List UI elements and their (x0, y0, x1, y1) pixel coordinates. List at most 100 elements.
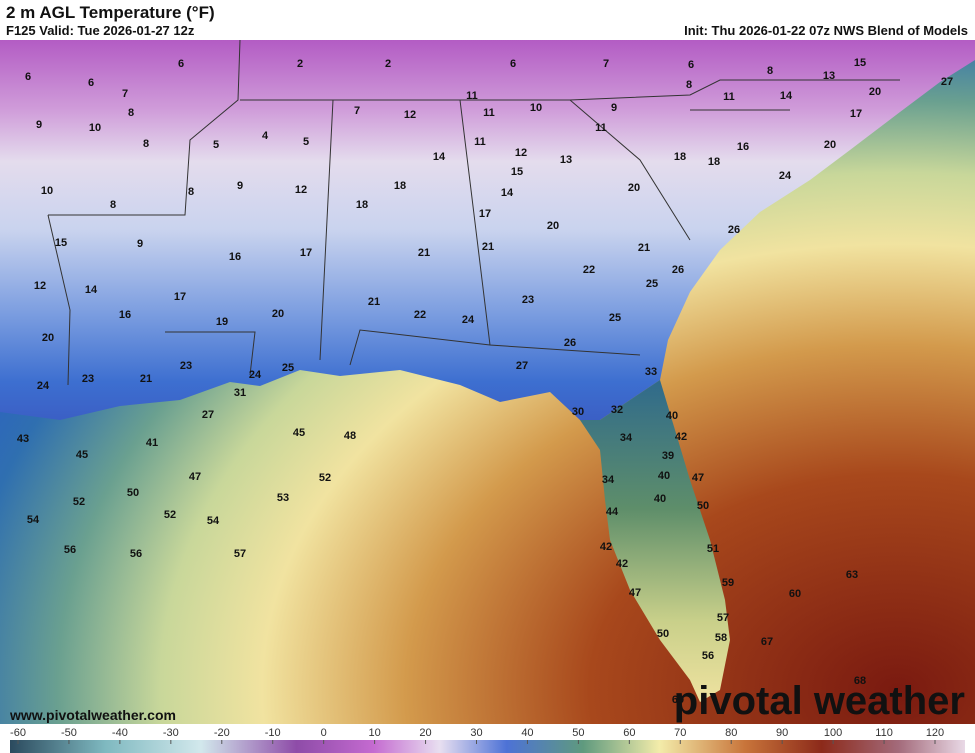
temperature-label: 14 (433, 151, 446, 163)
colorbar-tick-label: 80 (725, 727, 737, 739)
temperature-label: 21 (418, 247, 430, 259)
temperature-label: 12 (34, 280, 46, 292)
temperature-label: 8 (188, 186, 194, 198)
temperature-label: 16 (229, 251, 241, 263)
temperature-label: 25 (646, 278, 658, 290)
temperature-label: 6 (688, 59, 694, 71)
temperature-label: 48 (344, 430, 356, 442)
colorbar-tick-label: 20 (419, 727, 431, 739)
colorbar-tick-label: 60 (623, 727, 635, 739)
temperature-label: 50 (657, 628, 669, 640)
florida-peninsula (580, 380, 730, 702)
temperature-label: 30 (572, 406, 584, 418)
temperature-label: 19 (216, 316, 228, 328)
temperature-label: 6 (88, 77, 94, 89)
temperature-label: 45 (76, 449, 88, 461)
temperature-label: 8 (767, 65, 773, 77)
temperature-label: 24 (249, 369, 262, 381)
temperature-label: 56 (702, 650, 714, 662)
colorbar-tick-label: -60 (10, 727, 26, 739)
temperature-label: 18 (394, 180, 406, 192)
temperature-label: 68 (854, 675, 866, 687)
temperature-label: 39 (662, 450, 674, 462)
temperature-label: 5 (303, 136, 309, 148)
temperature-label: 23 (82, 373, 94, 385)
temperature-label: 20 (547, 220, 559, 232)
temperature-label: 22 (414, 309, 426, 321)
temperature-label: 13 (823, 70, 835, 82)
temperature-label: 8 (686, 79, 692, 91)
temperature-label: 13 (560, 154, 572, 166)
temperature-label: 15 (55, 237, 67, 249)
colorbar-tick-label: -20 (214, 727, 230, 739)
temperature-label: 26 (564, 337, 576, 349)
temperature-label: 54 (27, 514, 40, 526)
temperature-label: 34 (602, 474, 615, 486)
temperature-label: 6 (510, 58, 516, 70)
temperature-label: 40 (654, 493, 666, 505)
temperature-label: 8 (110, 199, 116, 211)
temperature-label: 47 (629, 587, 641, 599)
temperature-label: 25 (282, 362, 294, 374)
temperature-label: 31 (234, 387, 246, 399)
colorbar-tick-label: 30 (470, 727, 482, 739)
temperature-label: 15 (854, 57, 866, 69)
temperature-label: 23 (180, 360, 192, 372)
temperature-label: 20 (272, 308, 284, 320)
temperature-label: 57 (234, 548, 246, 560)
temperature-label: 52 (164, 509, 176, 521)
website: www.pivotalweather.com (9, 707, 176, 723)
temperature-label: 27 (202, 409, 214, 421)
temperature-label: 12 (515, 147, 527, 159)
colorbar-tick-label: 120 (926, 727, 944, 739)
temperature-label: 42 (675, 431, 687, 443)
temperature-label: 26 (672, 264, 684, 276)
temperature-label: 40 (658, 470, 670, 482)
temperature-label: 18 (674, 151, 686, 163)
temperature-label: 9 (137, 238, 143, 250)
temperature-label: 14 (85, 284, 98, 296)
temperature-label: 24 (779, 170, 792, 182)
colorbar-tick-label: 50 (572, 727, 584, 739)
colorbar-tick-label: -30 (163, 727, 179, 739)
colorbar-tick-label: 110 (875, 727, 893, 739)
temperature-label: 34 (620, 432, 633, 444)
temperature-label: 40 (666, 410, 678, 422)
temperature-label: 7 (122, 88, 128, 100)
temperature-label: 22 (583, 264, 595, 276)
temperature-label: 17 (479, 208, 491, 220)
temperature-label: 53 (277, 492, 289, 504)
temperature-label: 45 (293, 427, 305, 439)
colorbar-tick-label: -40 (112, 727, 128, 739)
temperature-label: 43 (17, 433, 29, 445)
init-time: Init: Thu 2026-01-22 07z NWS Blend of Mo… (684, 23, 968, 38)
temperature-label: 9 (611, 102, 617, 114)
temperature-label: 50 (127, 487, 139, 499)
temperature-label: 16 (737, 141, 749, 153)
temperature-label: 18 (708, 156, 720, 168)
temperature-label: 17 (174, 291, 186, 303)
temperature-label: 5 (213, 139, 219, 151)
colorbar-tick-label: -10 (265, 727, 281, 739)
temperature-label: 20 (869, 86, 881, 98)
temperature-label: 11 (723, 91, 735, 103)
colorbar-tick-label: 70 (674, 727, 686, 739)
temperature-label: 12 (295, 184, 307, 196)
temperature-label: 24 (37, 380, 50, 392)
colorbar-tick-label: 10 (368, 727, 380, 739)
temperature-label: 7 (603, 58, 609, 70)
colorbar-tick-label: 0 (321, 727, 327, 739)
temperature-label: 9 (36, 119, 42, 131)
temperature-label: 12 (404, 109, 416, 121)
colorbar-tick-label: 40 (521, 727, 533, 739)
temperature-label: 27 (516, 360, 528, 372)
temperature-label: 54 (207, 515, 220, 527)
title: 2 m AGL Temperature (°F) (6, 3, 215, 22)
temperature-label: 8 (143, 138, 149, 150)
temperature-label: 56 (130, 548, 142, 560)
logo: pivotal weather (674, 679, 965, 723)
temperature-label: 8 (128, 107, 134, 119)
temperature-label: 41 (146, 437, 158, 449)
temperature-label: 26 (728, 224, 740, 236)
